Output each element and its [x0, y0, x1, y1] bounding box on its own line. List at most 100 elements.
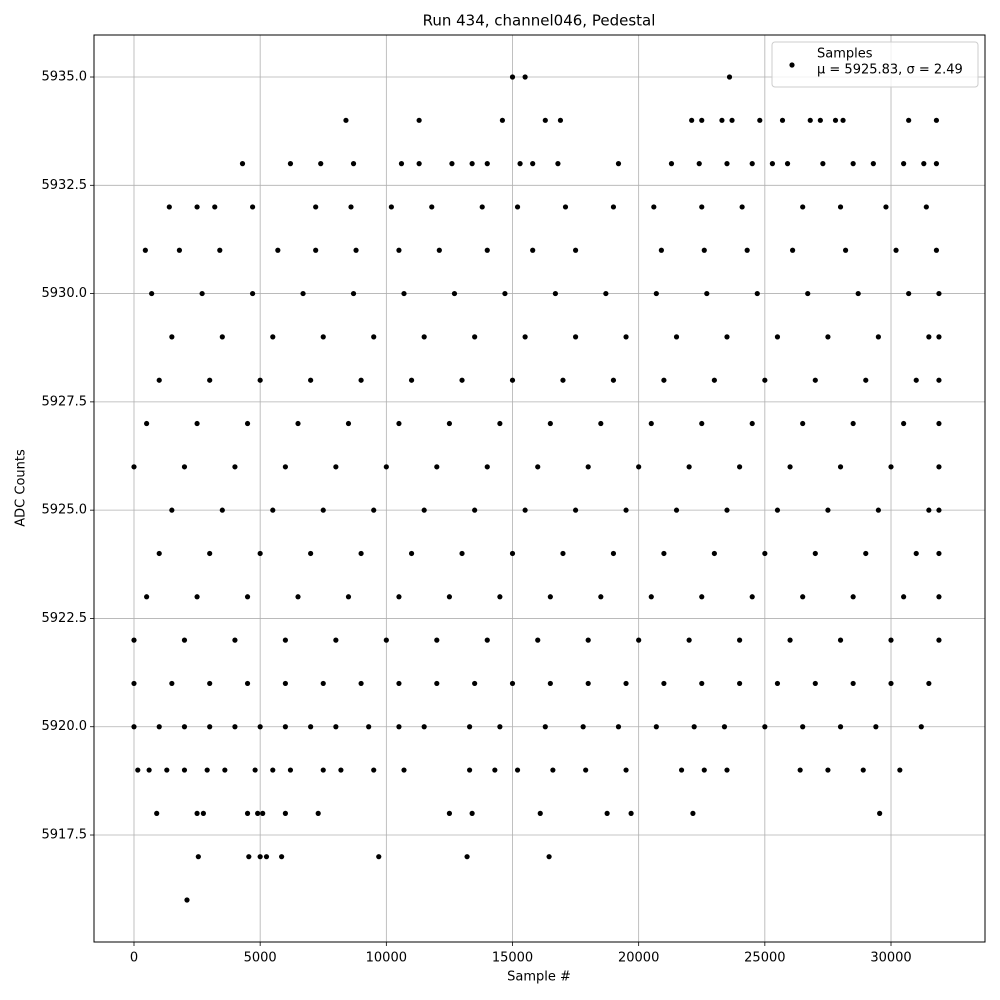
point — [906, 117, 912, 123]
plot-frame — [93, 34, 986, 943]
point — [308, 724, 314, 730]
point — [166, 204, 172, 210]
point — [696, 161, 702, 167]
point — [535, 637, 541, 643]
point — [787, 637, 793, 643]
point — [333, 637, 339, 643]
point — [287, 767, 294, 773]
point — [699, 680, 705, 687]
point — [825, 507, 831, 513]
point — [658, 247, 664, 253]
point — [936, 507, 942, 513]
point — [724, 507, 730, 513]
point — [249, 204, 256, 210]
point — [537, 810, 543, 816]
point — [877, 810, 883, 816]
point — [436, 247, 442, 253]
point — [282, 724, 288, 730]
x-tick-label: 20000 — [618, 951, 659, 966]
point — [933, 161, 940, 167]
point — [832, 117, 839, 123]
point — [923, 204, 929, 210]
point — [207, 724, 213, 730]
point — [176, 247, 183, 253]
point — [295, 594, 301, 600]
point — [320, 680, 326, 687]
point — [244, 680, 251, 687]
point — [131, 464, 137, 470]
point — [345, 594, 352, 600]
point — [774, 507, 781, 513]
point — [156, 724, 162, 730]
y-axis-label: ADC Counts — [14, 449, 29, 527]
point — [704, 290, 710, 297]
point — [219, 334, 225, 340]
point — [729, 117, 735, 123]
point — [913, 550, 919, 557]
point — [807, 117, 813, 123]
point — [883, 204, 889, 210]
point — [522, 507, 528, 513]
point — [219, 507, 225, 513]
point — [287, 161, 294, 167]
y-tick-label: 5917.5 — [42, 828, 88, 843]
point — [371, 334, 377, 340]
point — [315, 810, 321, 816]
point — [244, 420, 251, 427]
point — [279, 854, 285, 860]
point — [358, 377, 364, 383]
y-tick-label: 5932.5 — [42, 178, 88, 193]
point — [343, 117, 349, 123]
point — [408, 377, 415, 383]
point — [169, 507, 175, 513]
point — [610, 204, 617, 210]
point — [888, 637, 894, 643]
grid — [94, 35, 985, 942]
point — [464, 854, 470, 860]
point — [546, 854, 552, 860]
point — [472, 334, 478, 340]
x-tick-label: 5000 — [244, 951, 277, 966]
point — [416, 161, 422, 167]
point — [502, 290, 508, 297]
point — [820, 161, 826, 167]
point — [837, 724, 844, 730]
point — [812, 550, 818, 557]
point — [673, 507, 680, 513]
point — [252, 767, 258, 773]
point — [396, 247, 402, 253]
point — [497, 594, 503, 600]
point — [769, 161, 776, 167]
point — [416, 117, 422, 123]
point — [499, 117, 506, 123]
legend: Samples μ = 5925.83, σ = 2.49 — [771, 41, 979, 88]
point — [388, 204, 394, 210]
point — [583, 767, 589, 773]
point — [371, 767, 377, 773]
y-tick-label: 5927.5 — [42, 394, 88, 409]
y-tick-label: 5930.0 — [42, 286, 88, 301]
point — [401, 290, 407, 297]
point — [396, 594, 402, 600]
point — [207, 377, 213, 383]
point — [472, 680, 478, 687]
point — [207, 680, 213, 687]
point — [572, 334, 579, 340]
point — [509, 74, 516, 80]
point — [901, 161, 907, 167]
point — [623, 507, 629, 513]
point — [535, 464, 541, 470]
point — [888, 464, 894, 470]
point — [926, 507, 932, 513]
point — [217, 247, 223, 253]
point — [737, 680, 743, 687]
point — [263, 854, 270, 860]
point — [800, 724, 806, 730]
point — [492, 767, 498, 773]
point — [497, 420, 503, 427]
point — [560, 550, 566, 557]
point — [873, 724, 879, 730]
point — [358, 550, 364, 557]
point — [610, 550, 617, 557]
